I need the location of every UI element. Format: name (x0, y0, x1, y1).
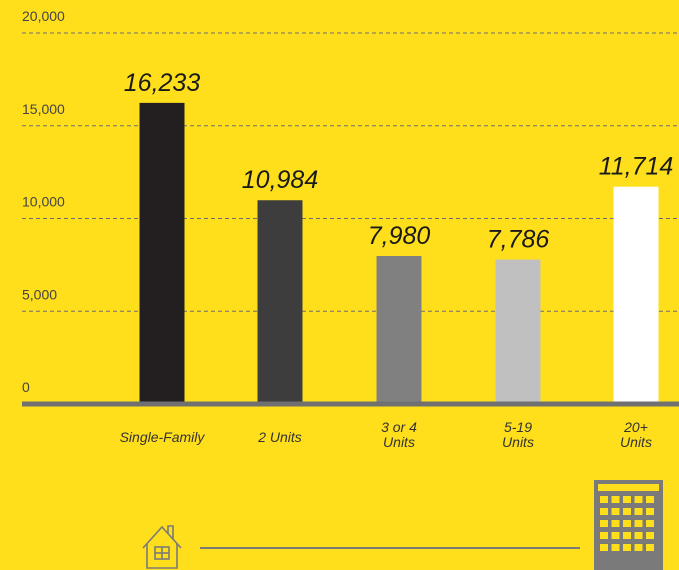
bar (257, 200, 303, 404)
window (634, 544, 643, 551)
label-line: Units (502, 434, 534, 450)
window (646, 544, 654, 551)
window (634, 496, 643, 503)
window (600, 544, 608, 551)
bar (613, 186, 659, 404)
window (634, 532, 643, 539)
x-tick-label: 3 or 4 Units (381, 419, 417, 450)
window (646, 532, 654, 539)
window (611, 544, 620, 551)
x-tick-label: 20+ Units (620, 419, 652, 450)
x-tick-label: 5-19 Units (502, 419, 534, 450)
label-line: 20+ (623, 419, 648, 435)
label-line: 3 or 4 (381, 419, 417, 435)
building-icon (594, 480, 663, 570)
window (600, 496, 608, 503)
y-tick-label: 10,000 (22, 194, 65, 210)
window (623, 544, 631, 551)
house-icon (142, 525, 182, 569)
window (634, 508, 643, 515)
window (634, 520, 643, 527)
bar (495, 259, 541, 404)
label-line: 5-19 (504, 419, 532, 435)
value-label: 7,980 (368, 222, 431, 250)
window (611, 508, 620, 515)
window (600, 508, 608, 515)
value-label: 11,714 (599, 153, 674, 181)
window (600, 532, 608, 539)
value-label: 10,984 (242, 166, 318, 194)
window (623, 532, 631, 539)
value-label: 16,233 (124, 69, 201, 97)
window (623, 496, 631, 503)
window (646, 508, 654, 515)
window (611, 496, 620, 503)
value-label: 7,786 (487, 226, 550, 254)
y-tick-label: 5,000 (22, 286, 57, 302)
bar (376, 255, 422, 404)
window (623, 520, 631, 527)
bar (139, 102, 185, 404)
x-tick-label: 2 Units (257, 429, 302, 445)
window (623, 508, 631, 515)
window (646, 496, 654, 503)
window (611, 520, 620, 527)
x-tick-label: Single-Family (120, 429, 206, 445)
label-line: Units (620, 434, 652, 450)
window (611, 532, 620, 539)
y-tick-label: 0 (22, 379, 30, 395)
window (600, 520, 608, 527)
window (646, 520, 654, 527)
label-line: Units (383, 434, 415, 450)
y-tick-label: 20,000 (22, 8, 65, 24)
y-tick-label: 15,000 (22, 101, 65, 117)
